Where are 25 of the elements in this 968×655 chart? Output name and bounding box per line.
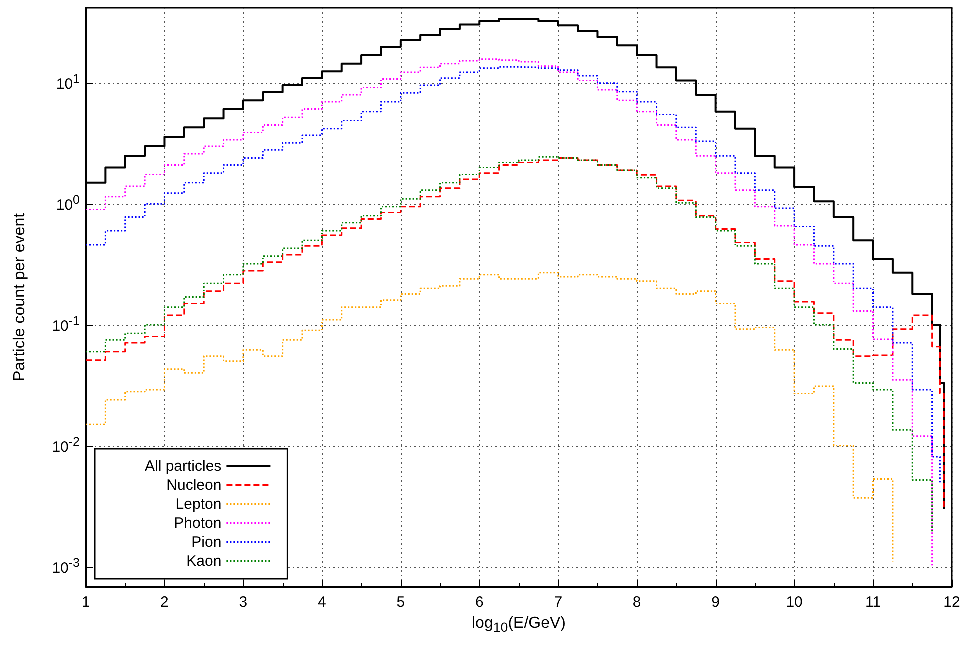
y-axis-title: Particle count per event	[12, 212, 28, 382]
legend-label: Photon	[174, 515, 222, 532]
legend-label: All particles	[144, 458, 222, 475]
x-tick-label: 3	[239, 594, 248, 611]
legend-label: Pion	[192, 534, 222, 551]
x-tick-label: 9	[712, 594, 720, 611]
x-tick-label: 12	[944, 594, 960, 611]
x-tick-label: 10	[786, 594, 803, 611]
x-tick-label: 4	[318, 594, 326, 611]
x-tick-label: 5	[396, 594, 406, 611]
x-tick-label: 7	[554, 594, 563, 611]
x-tick-label: 8	[632, 594, 642, 611]
legend-label: Lepton	[176, 496, 222, 513]
y-tick-label: 10$^{-3}$	[52, 556, 80, 578]
y-tick-label: 10$^{0}$	[56, 193, 80, 216]
x-tick-label: 2	[160, 594, 169, 611]
y-tick-label: 10$^{-1}$	[52, 314, 80, 336]
x-tick-label: 6	[475, 594, 484, 611]
x-tick-label: 1	[82, 594, 90, 611]
y-tick-label: 10$^{1}$	[56, 72, 80, 94]
x-axis-title: log$_{10}$(E/GeV)	[471, 614, 567, 636]
x-tick-label: 11	[865, 594, 882, 611]
legend-label: Kaon	[186, 553, 222, 570]
y-tick-label: 10$^{-2}$	[52, 434, 80, 457]
legend-label: Nucleon	[166, 477, 222, 494]
